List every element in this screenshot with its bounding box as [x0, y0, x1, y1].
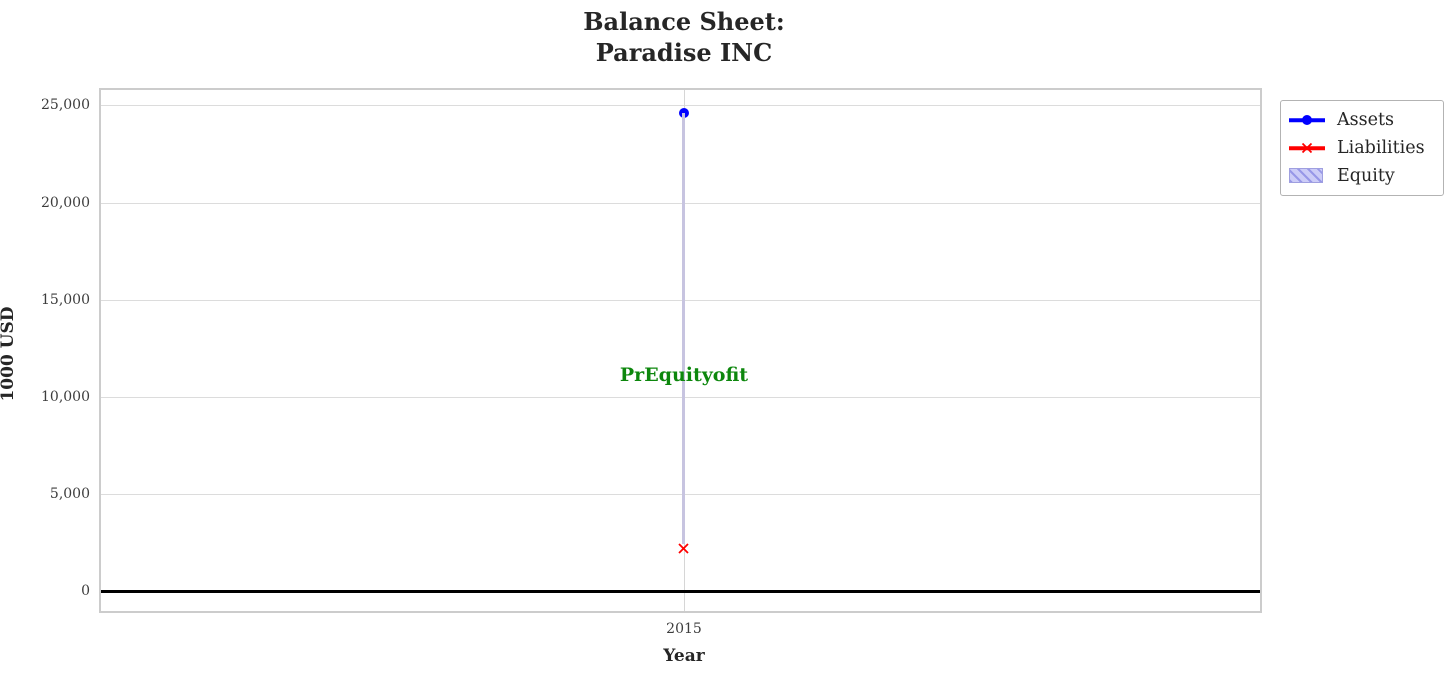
x-tick-label: 2015 — [666, 621, 702, 637]
y-gridline — [101, 299, 1260, 301]
chart-title-line1: Balance Sheet: — [583, 7, 785, 36]
zero-axis-line — [101, 589, 1260, 593]
plot-area — [99, 88, 1262, 613]
legend-dot — [1302, 115, 1312, 125]
x-axis-label: Year — [663, 646, 705, 666]
legend-glyph-circle-icon — [1289, 111, 1325, 129]
legend-hatched-patch-icon — [1289, 168, 1323, 183]
y-axis-label: 1000 USD — [0, 306, 18, 402]
chart-title-line2: Paradise INC — [595, 38, 773, 67]
equity-band — [682, 113, 686, 545]
x-marker-icon — [678, 543, 690, 554]
y-tick-label: 0 — [81, 583, 90, 600]
legend-glyph-x-icon — [1289, 139, 1325, 157]
legend: Assets Liabilities Equity — [1280, 100, 1444, 196]
y-gridline — [101, 396, 1260, 398]
legend-item-equity[interactable]: Equity — [1289, 162, 1435, 190]
chart-title: Balance Sheet: Paradise INC — [0, 6, 1368, 68]
y-tick-label: 10,000 — [41, 388, 90, 405]
y-gridline — [101, 202, 1260, 204]
y-gridline — [101, 105, 1260, 107]
y-gridline — [101, 493, 1260, 495]
liabilities-marker[interactable] — [678, 539, 690, 558]
y-tick-label: 20,000 — [41, 194, 90, 211]
equity-annotation: PrEquityofit — [619, 364, 749, 387]
legend-item-liabilities[interactable]: Liabilities — [1289, 134, 1435, 162]
y-tick-label: 5,000 — [49, 485, 90, 502]
legend-label: Equity — [1337, 166, 1395, 186]
legend-x-icon — [1301, 139, 1313, 158]
legend-label: Assets — [1337, 110, 1394, 130]
legend-label: Liabilities — [1337, 138, 1425, 158]
y-tick-label: 15,000 — [41, 291, 90, 308]
y-tick-label: 25,000 — [41, 97, 90, 114]
legend-glyph-hatched-band-icon — [1289, 167, 1325, 185]
legend-item-assets[interactable]: Assets — [1289, 106, 1435, 134]
